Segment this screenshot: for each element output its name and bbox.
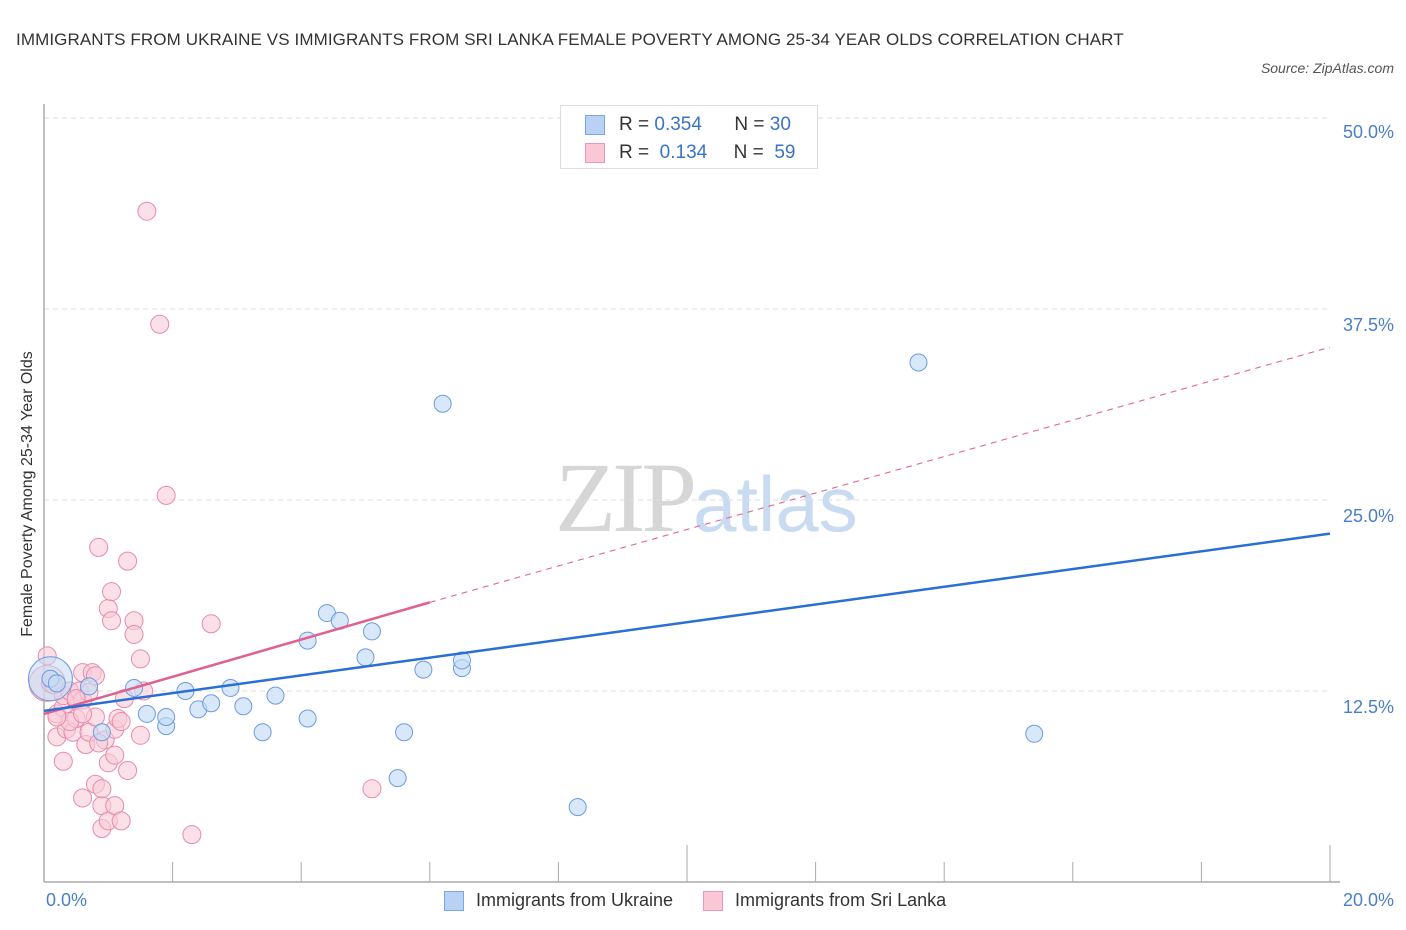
ukraine-point [1025, 724, 1044, 743]
legend-row-srilanka: R = 0.134 N = 59 [585, 141, 795, 165]
legend-item-ukraine[interactable]: Immigrants from Ukraine [444, 890, 673, 911]
ukraine-point [221, 678, 240, 697]
srilanka-swatch-icon [703, 890, 724, 911]
ukraine-point [414, 660, 433, 679]
x-tick-0: 0.0% [46, 890, 88, 910]
ukraine-point [356, 648, 375, 667]
srilanka-point [124, 624, 144, 644]
ukraine-point [266, 686, 285, 705]
srilanka-point [89, 537, 109, 557]
srilanka-point [150, 314, 170, 334]
y-tick-12-5: 12.5% [1342, 697, 1394, 717]
srilanka-point [182, 825, 202, 845]
ukraine-point [452, 651, 471, 670]
axes [43, 104, 1340, 883]
ukraine-point [909, 353, 928, 372]
srilanka-trend-line [43, 601, 431, 716]
ukraine-point [433, 394, 452, 413]
srilanka-point [53, 751, 73, 771]
ukraine-swatch-icon [585, 115, 605, 135]
watermark-atlas: atlas [693, 460, 858, 548]
srilanka-point [130, 649, 150, 669]
r-value-srilanka: 0.134 [659, 142, 708, 163]
watermark-zip: ZIP [555, 442, 697, 553]
srilanka-point [92, 779, 112, 799]
ukraine-point [253, 723, 272, 742]
srilanka-point [130, 725, 150, 745]
srilanka-point [111, 811, 131, 831]
n-value-ukraine: 30 [769, 114, 791, 135]
legend-row-ukraine: R = 0.354 N = 30 [585, 113, 791, 137]
srilanka-point [105, 745, 125, 765]
srilanka-point [137, 201, 157, 221]
srilanka-point [362, 779, 382, 799]
n-label: N = [734, 114, 765, 135]
srilanka-point [102, 611, 122, 631]
gridlines [44, 117, 1330, 692]
ukraine-point [137, 704, 156, 723]
n-value-srilanka: 59 [774, 142, 796, 163]
ukraine-point [362, 622, 381, 641]
series-legend: Immigrants from Ukraine Immigrants from … [444, 890, 976, 911]
srilanka-point [156, 485, 176, 505]
trend-lines [43, 346, 1331, 716]
ukraine-swatch-icon [444, 890, 464, 911]
legend-item-srilanka[interactable]: Immigrants from Sri Lanka [703, 890, 946, 911]
y-tick-25: 25.0% [1342, 506, 1394, 526]
ukraine-point [298, 709, 317, 728]
y-axis-label: Female Poverty Among 25-34 Year Olds [19, 351, 36, 637]
y-tick-50: 50.0% [1342, 122, 1394, 142]
srilanka-point [201, 614, 221, 634]
srilanka-points [28, 201, 382, 845]
srilanka-point [111, 712, 131, 732]
correlation-legend: R = 0.354 N = 30 R = 0.134 N = 59 [560, 105, 818, 169]
srilanka-point [118, 760, 138, 780]
chart-title: IMMIGRANTS FROM UKRAINE VS IMMIGRANTS FR… [16, 30, 1124, 49]
r-label: R = [619, 114, 650, 135]
srilanka-trend-extension [429, 346, 1331, 603]
ukraine-trend-line [43, 532, 1331, 713]
srilanka-point [102, 582, 122, 602]
ukraine-point [568, 798, 587, 817]
r-value-ukraine: 0.354 [654, 114, 702, 135]
ukraine-point [388, 769, 407, 788]
srilanka-point [118, 551, 138, 571]
source-label: Source: ZipAtlas.com [1260, 60, 1394, 76]
ukraine-point [80, 677, 99, 696]
legend-label-srilanka: Immigrants from Sri Lanka [735, 890, 947, 910]
ukraine-points [27, 353, 1044, 817]
ukraine-point [157, 707, 176, 726]
y-tick-37-5: 37.5% [1342, 315, 1394, 335]
srilanka-swatch-icon [585, 143, 605, 163]
x-tick-20: 20.0% [1342, 890, 1394, 910]
ukraine-point [202, 694, 221, 713]
r-label: R = [619, 142, 650, 163]
ukraine-point [234, 697, 253, 716]
watermark: ZIPatlas [555, 440, 858, 555]
ukraine-point [47, 674, 66, 693]
srilanka-point [73, 788, 93, 808]
ukraine-point [395, 723, 414, 742]
ukraine-point [92, 723, 111, 742]
legend-label-ukraine: Immigrants from Ukraine [476, 890, 674, 910]
n-label: N = [733, 142, 764, 163]
